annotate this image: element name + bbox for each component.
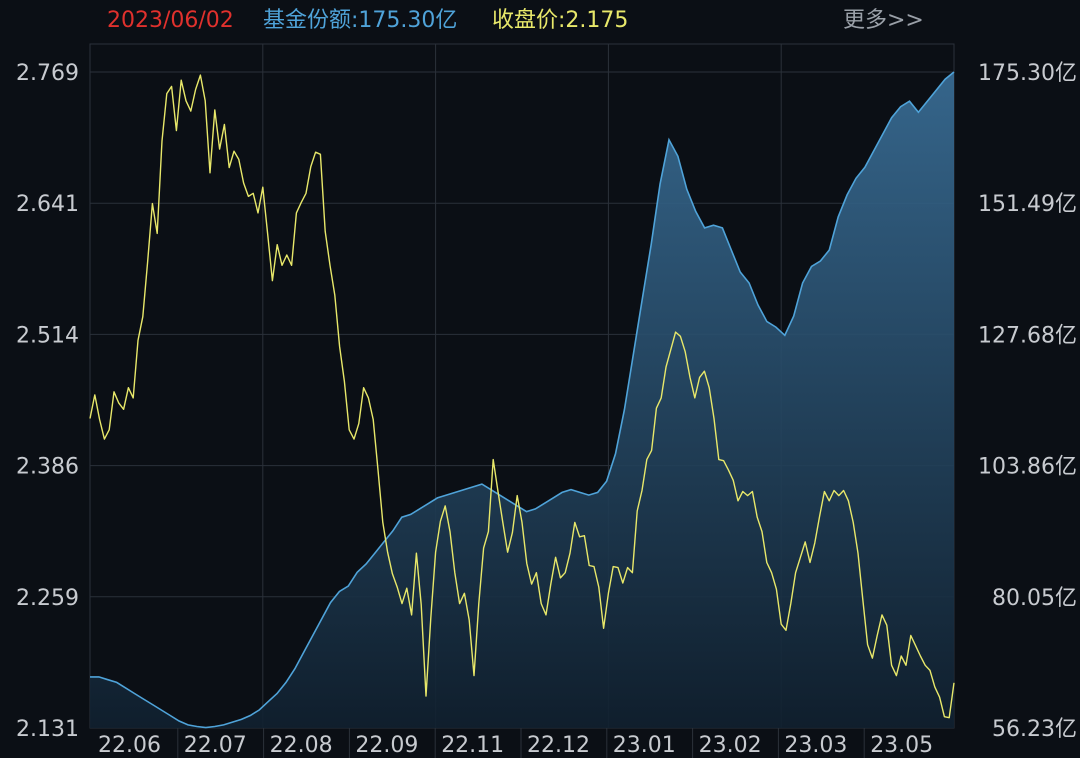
header-share-value: 175.30亿 bbox=[358, 8, 457, 33]
right-tick-label: 175.30亿 bbox=[978, 61, 1077, 86]
x-tick-label: 22.12 bbox=[527, 733, 590, 758]
x-tick-label: 23.03 bbox=[784, 733, 847, 758]
x-tick-label: 23.05 bbox=[870, 733, 933, 758]
share-line bbox=[90, 71, 955, 729]
left-tick-label: 2.386 bbox=[16, 455, 79, 480]
x-tick-label: 22.06 bbox=[98, 733, 161, 758]
header-date: 2023/06/02 bbox=[107, 8, 234, 33]
left-tick-label: 2.259 bbox=[16, 586, 79, 611]
right-axis-ticks: 175.30亿 151.49亿 127.68亿 103.86亿 80.05亿 56.23亿 bbox=[978, 61, 1077, 742]
x-tick-label: 22.08 bbox=[270, 733, 333, 758]
right-tick-label: 151.49亿 bbox=[978, 192, 1077, 217]
x-axis-ticks: 22.06 22.07 22.08 22.09 22.11 22.12 23.01 23.02… bbox=[98, 728, 933, 758]
x-tick-label: 22.07 bbox=[184, 733, 247, 758]
x-tick-label: 22.11 bbox=[441, 733, 504, 758]
x-tick-label: 23.02 bbox=[699, 733, 762, 758]
price-line-layer bbox=[89, 74, 955, 719]
header-share: 基金份额:175.30亿 bbox=[263, 8, 457, 33]
share-area-layer bbox=[90, 71, 955, 729]
price-line bbox=[89, 74, 955, 719]
right-tick-label: 103.86亿 bbox=[978, 455, 1077, 480]
right-tick-label: 80.05亿 bbox=[992, 586, 1077, 611]
share-area bbox=[90, 72, 954, 728]
x-tick-label: 22.09 bbox=[355, 733, 418, 758]
header-close: 收盘价:2.175 bbox=[492, 8, 628, 33]
x-tick-label: 23.01 bbox=[613, 733, 676, 758]
left-tick-label: 2.641 bbox=[16, 192, 79, 217]
header-share-label: 基金份额: bbox=[263, 8, 358, 33]
header-close-label: 收盘价: bbox=[492, 8, 565, 33]
right-tick-label: 127.68亿 bbox=[978, 323, 1077, 348]
left-tick-label: 2.514 bbox=[16, 323, 79, 348]
header-close-value: 2.175 bbox=[565, 8, 628, 33]
left-axis-ticks: 2.769 2.641 2.514 2.386 2.259 2.131 bbox=[16, 61, 79, 742]
more-link[interactable]: 更多>> bbox=[843, 8, 924, 33]
left-tick-label: 2.131 bbox=[16, 717, 79, 742]
left-tick-label: 2.769 bbox=[16, 61, 79, 86]
right-tick-label: 56.23亿 bbox=[992, 717, 1077, 742]
